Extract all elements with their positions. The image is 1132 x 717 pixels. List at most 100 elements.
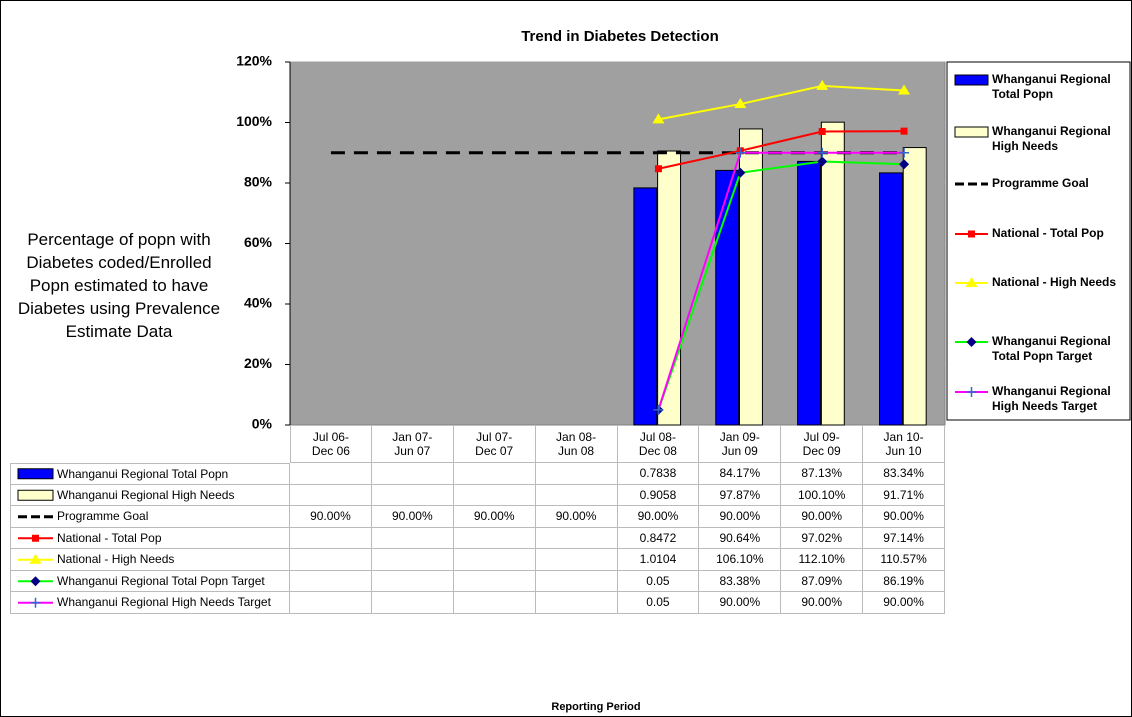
- table-value: [535, 549, 618, 571]
- table-value: 83.38%: [699, 570, 782, 592]
- table-value: [290, 463, 372, 485]
- category-label: Jan 09- Jun 09: [699, 425, 782, 463]
- category-label: Jul 09- Dec 09: [781, 425, 864, 463]
- legend-marker: [966, 387, 977, 397]
- legend-swatch: [17, 489, 54, 501]
- bar: [738, 128, 763, 426]
- table-value: [453, 463, 536, 485]
- table-value: [290, 527, 372, 549]
- table-row-label: National - Total Pop: [10, 527, 290, 549]
- table-value: 90.00%: [699, 592, 782, 614]
- legend-label: National - High Needs: [992, 275, 1117, 289]
- table-row-label: Whanganui Regional High Needs Target: [10, 592, 290, 614]
- marker: [899, 159, 910, 170]
- table-value: 90.64%: [699, 527, 782, 549]
- table-value: 87.09%: [781, 570, 864, 592]
- table-row-label: Programme Goal: [10, 506, 290, 528]
- table-value: 0.7838: [617, 463, 700, 485]
- marker: [817, 156, 828, 167]
- table-value: [371, 592, 454, 614]
- table-value: 90.00%: [699, 506, 782, 528]
- category-label: Jul 08- Dec 08: [617, 425, 700, 463]
- legend-marker: [29, 553, 42, 564]
- table-value: [371, 527, 454, 549]
- category-label: Jan 08- Jun 08: [535, 425, 618, 463]
- marker: [816, 79, 829, 90]
- table-value: 112.10%: [781, 549, 864, 571]
- legend-label: Whanganui Regional High Needs Target: [992, 384, 1111, 413]
- category-label: Jan 10- Jun 10: [863, 425, 945, 463]
- x-axis-label: Reporting Period: [551, 701, 641, 713]
- table-value: [290, 484, 372, 506]
- table-row-label: Whanganui Regional High Needs: [10, 484, 290, 506]
- table-value: [535, 484, 618, 506]
- table-row-label: Whanganui Regional Total Popn Target: [10, 570, 290, 592]
- table-value: 0.8472: [617, 527, 700, 549]
- legend-marker: [30, 597, 41, 608]
- table-value: 90.00%: [863, 592, 945, 614]
- marker: [900, 127, 908, 135]
- marker: [653, 404, 664, 415]
- series-line: [657, 151, 905, 411]
- table-value: 86.19%: [863, 570, 945, 592]
- table-value: 97.14%: [863, 527, 945, 549]
- table-value: 106.10%: [699, 549, 782, 571]
- table-value: 87.13%: [781, 463, 864, 485]
- marker: [652, 113, 665, 124]
- table-value: 90.00%: [290, 506, 372, 528]
- table-value: [371, 549, 454, 571]
- legend-marker: [30, 576, 41, 587]
- table-value: [453, 484, 536, 506]
- table-value: [453, 549, 536, 571]
- bar: [879, 172, 903, 426]
- series-line: [658, 130, 905, 170]
- series-line: [658, 84, 905, 121]
- table-value: 91.71%: [863, 484, 945, 506]
- table-value: 0.05: [617, 570, 700, 592]
- legend-marker: [968, 230, 975, 238]
- y-tick-label: 40%: [244, 295, 273, 311]
- table-value: 0.9058: [617, 484, 700, 506]
- bar: [657, 150, 682, 426]
- bar: [797, 160, 822, 426]
- table-value: 90.00%: [535, 506, 618, 528]
- marker: [734, 98, 747, 109]
- y-tick-label: 120%: [236, 53, 272, 69]
- table-value: 90.00%: [781, 506, 864, 528]
- category-label: Jul 06- Dec 06: [290, 425, 372, 463]
- table-value: [453, 527, 536, 549]
- table-value: [535, 570, 618, 592]
- y-tick-label: 60%: [244, 234, 273, 250]
- bar: [715, 169, 740, 426]
- table-value: 100.10%: [781, 484, 864, 506]
- y-tick-label: 0%: [252, 416, 273, 432]
- legend-marker: [32, 534, 39, 542]
- table-value: 90.00%: [453, 506, 536, 528]
- table-value: [371, 463, 454, 485]
- y-tick-label: 80%: [244, 174, 273, 190]
- y-tick-label: 100%: [236, 113, 272, 129]
- table-value: 83.34%: [863, 463, 945, 485]
- table-row-label: National - High Needs: [10, 549, 290, 571]
- table-row-label: Whanganui Regional Total Popn: [10, 463, 290, 485]
- table-value: 110.57%: [863, 549, 945, 571]
- table-value: 0.05: [617, 592, 700, 614]
- marker: [899, 147, 910, 158]
- chart-title: Trend in Diabetes Detection: [521, 28, 719, 45]
- table-value: 84.17%: [699, 463, 782, 485]
- legend-label: Whanganui Regional High Needs: [992, 124, 1111, 153]
- marker: [654, 165, 662, 173]
- legend-box: [946, 61, 1131, 421]
- bar: [902, 147, 927, 426]
- series-line: [657, 160, 905, 411]
- table-value: [453, 570, 536, 592]
- table-value: 1.0104: [617, 549, 700, 571]
- table-value: [290, 549, 372, 571]
- bar: [633, 187, 658, 426]
- table-value: [535, 592, 618, 614]
- table-value: [535, 527, 618, 549]
- marker: [818, 128, 826, 136]
- bar: [820, 121, 845, 426]
